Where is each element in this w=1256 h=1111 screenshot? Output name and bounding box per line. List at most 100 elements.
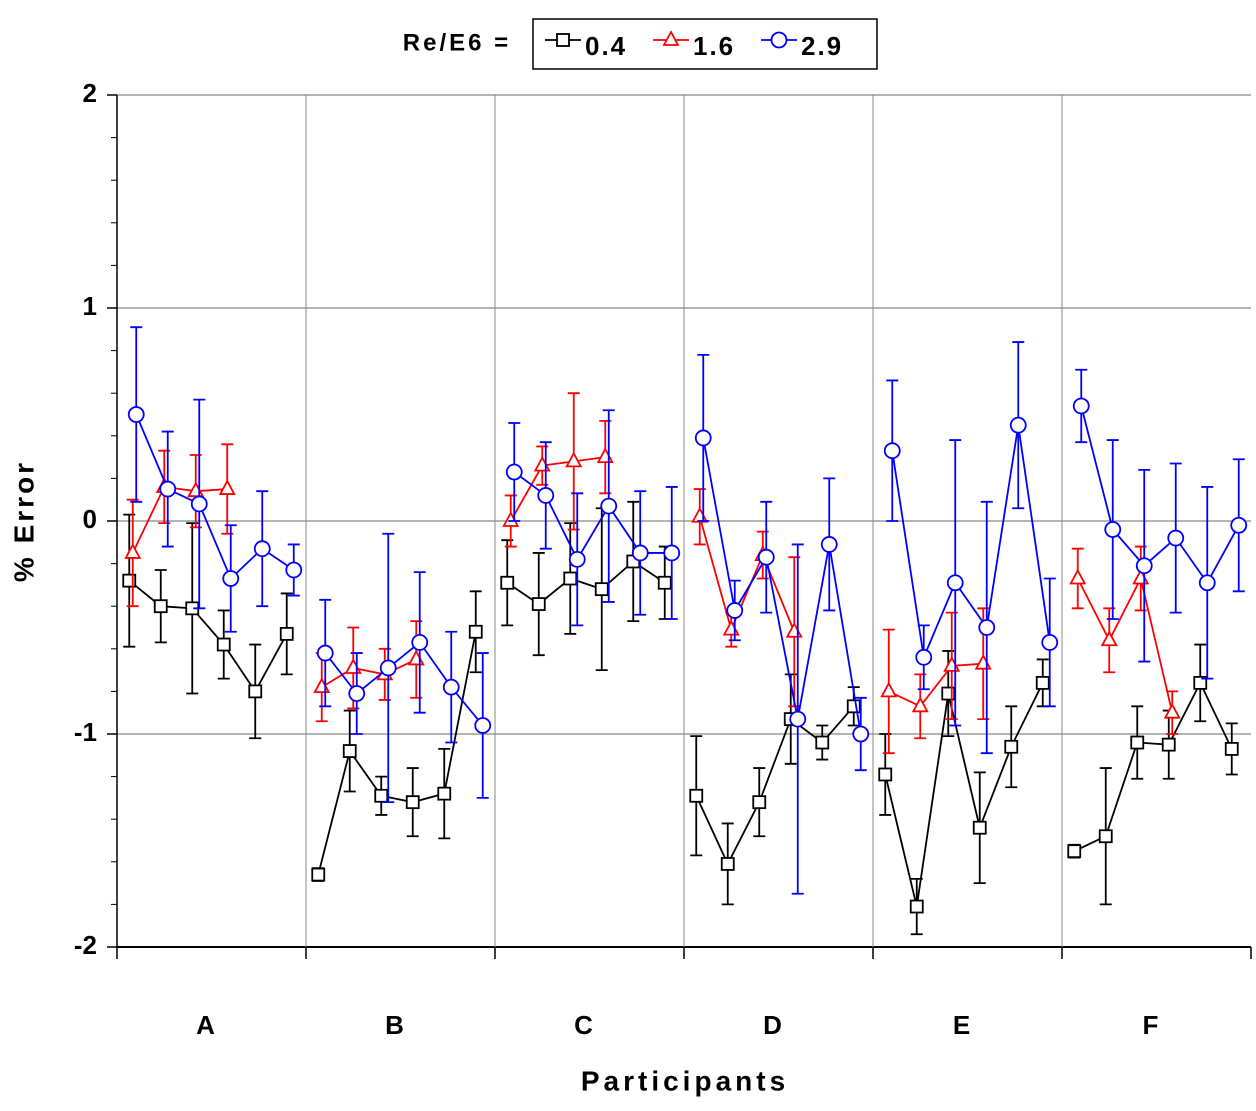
series-line [131, 485, 228, 554]
data-point [1104, 521, 1122, 538]
data-point [883, 442, 901, 460]
y-tick-label: 1 [83, 291, 97, 321]
data-point [978, 619, 996, 636]
y-tick-label: -2 [74, 930, 97, 960]
data-point [1193, 675, 1208, 690]
data-point [722, 619, 740, 636]
group-label: B [385, 1010, 404, 1040]
series-line [884, 682, 1044, 907]
data-point [757, 548, 775, 566]
data-point [726, 602, 744, 619]
legend-label: 1.6 [693, 31, 735, 61]
group-label: E [953, 1010, 970, 1040]
series-line [698, 516, 796, 633]
series-line [509, 456, 606, 522]
x-axis-label: Participants [581, 1065, 789, 1096]
data-point [789, 710, 807, 728]
data-point [1161, 737, 1176, 752]
group-label: C [574, 1010, 593, 1040]
data-point [437, 786, 452, 801]
data-point [1163, 702, 1181, 719]
data-point [253, 540, 271, 558]
data-point [248, 684, 263, 699]
data-point [313, 677, 331, 694]
y-tick-label: 0 [83, 504, 97, 534]
data-point [596, 447, 614, 464]
data-point [1198, 574, 1216, 592]
series-line [1073, 680, 1233, 852]
data-point [846, 699, 861, 714]
data-point [344, 658, 362, 674]
data-point [911, 696, 929, 713]
data-point [500, 575, 515, 590]
group-label: D [763, 1010, 782, 1040]
data-point [563, 571, 578, 586]
data-point [127, 406, 145, 423]
data-point [279, 626, 294, 641]
series-line [891, 425, 1051, 661]
data-point [468, 624, 483, 639]
data-point [405, 795, 420, 810]
data-point [1098, 829, 1113, 844]
data-point [502, 511, 520, 527]
legend-marker [770, 31, 788, 49]
data-point [880, 681, 898, 698]
data-point [374, 788, 389, 803]
series-line [1076, 575, 1174, 713]
data-point [190, 495, 208, 513]
data-point [657, 575, 672, 590]
data-point [285, 561, 303, 579]
data-point [594, 582, 609, 597]
data-point [348, 685, 366, 702]
data-point [915, 648, 933, 666]
data-point [159, 480, 177, 498]
group-label: F [1143, 1010, 1159, 1040]
data-point [531, 597, 546, 611]
data-point [752, 795, 767, 810]
y-tick-label: -1 [74, 717, 97, 747]
data-point [720, 857, 735, 871]
data-point [631, 544, 649, 562]
data-point [691, 506, 709, 523]
data-point [565, 451, 583, 468]
data-point [153, 599, 168, 614]
data-point [820, 536, 838, 553]
data-point [1067, 844, 1082, 859]
data-point [1167, 529, 1185, 547]
data-point [474, 717, 492, 734]
legend-marker [556, 33, 570, 47]
group-label: A [196, 1010, 215, 1040]
legend-marker [662, 30, 680, 46]
series-line [702, 437, 862, 735]
data-point [1041, 634, 1059, 651]
data-point [1135, 557, 1153, 575]
data-point [694, 429, 712, 447]
series-line [888, 662, 984, 708]
data-point [216, 637, 231, 652]
data-point [505, 463, 523, 481]
y-axis-label: % Error [8, 460, 39, 582]
data-point [218, 479, 236, 495]
legend-box [532, 18, 878, 70]
data-point [909, 899, 924, 914]
data-point [442, 678, 460, 696]
data-point [1009, 416, 1027, 434]
data-point [222, 570, 240, 587]
data-point [379, 659, 397, 677]
data-point [1224, 742, 1239, 756]
series-line [1080, 405, 1240, 585]
data-point [342, 744, 357, 758]
data-point [1072, 397, 1090, 415]
data-point [1004, 739, 1019, 754]
data-point [600, 497, 618, 515]
data-point [407, 649, 425, 666]
series-line [321, 658, 417, 688]
data-point [311, 867, 326, 882]
data-point [537, 487, 555, 504]
data-point [1100, 630, 1118, 647]
series-line [317, 631, 477, 875]
y-tick-label: 2 [83, 78, 97, 108]
data-point [689, 788, 704, 803]
data-point [411, 634, 429, 651]
data-point [1035, 675, 1050, 690]
